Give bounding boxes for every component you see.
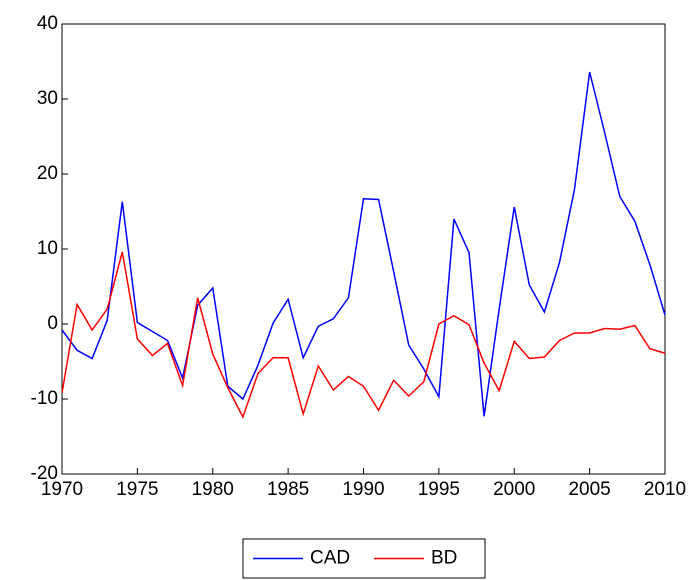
legend-label: BD <box>431 548 457 569</box>
y-tick-label: 30 <box>37 88 58 109</box>
x-tick-label: 1970 <box>41 479 83 500</box>
x-tick-label: 1975 <box>116 479 158 500</box>
y-tick-label: 40 <box>37 13 58 34</box>
y-tick-label: -10 <box>31 388 58 409</box>
x-tick-label: 2005 <box>568 479 610 500</box>
y-tick-label: 10 <box>37 238 58 259</box>
x-tick-label: 1990 <box>342 479 384 500</box>
y-tick-label: 20 <box>37 163 58 184</box>
x-tick-label: 2010 <box>644 479 686 500</box>
x-tick-label: 1980 <box>192 479 234 500</box>
x-tick-label: 1995 <box>418 479 460 500</box>
y-tick-label: 0 <box>47 313 58 334</box>
legend-label: CAD <box>310 548 350 569</box>
x-tick-label: 1985 <box>267 479 309 500</box>
series-line <box>61 251 666 419</box>
plot-frame <box>61 23 666 475</box>
x-tick-label: 2000 <box>493 479 535 500</box>
series-line <box>61 71 666 417</box>
y-tick-label: -20 <box>31 463 58 484</box>
